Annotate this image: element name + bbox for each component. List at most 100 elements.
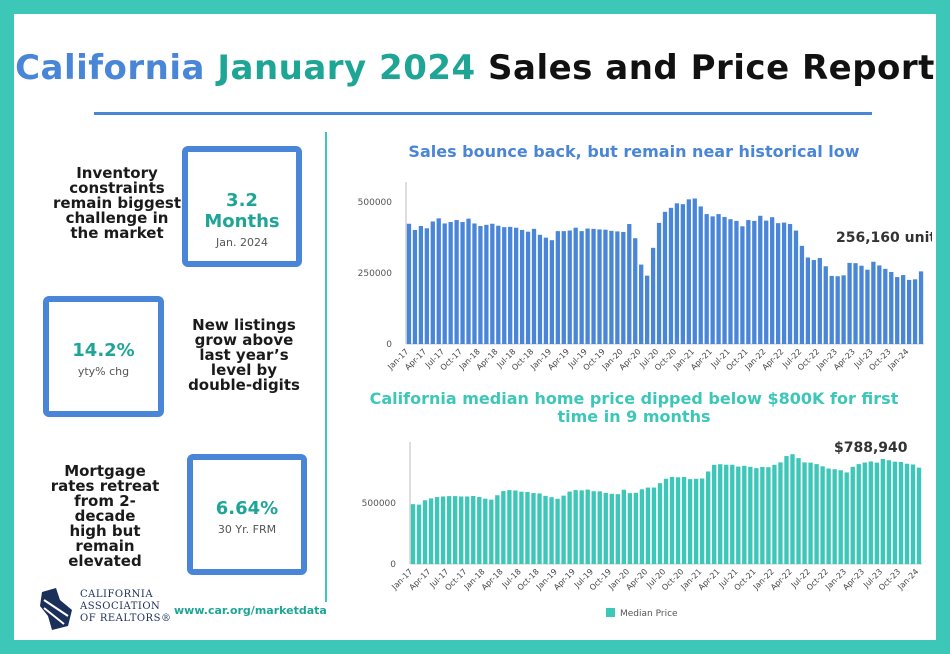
bar <box>829 275 834 344</box>
bar <box>754 468 759 564</box>
bar <box>453 496 458 564</box>
bar <box>674 203 680 344</box>
bar <box>621 489 627 564</box>
inventory-label: Jan. 2024 <box>216 236 268 249</box>
bar <box>910 464 916 564</box>
mortgage-value: 6.64% <box>215 498 279 519</box>
bar <box>823 266 828 344</box>
bar <box>416 504 422 564</box>
bar <box>841 275 846 344</box>
bar <box>502 227 507 344</box>
bar <box>567 230 572 344</box>
bar <box>591 491 596 564</box>
bar <box>478 226 483 344</box>
bar <box>705 471 711 564</box>
y-tick-label: 0 <box>386 340 392 350</box>
bar <box>459 496 464 564</box>
new-listings-value: 14.2% <box>72 340 135 361</box>
bar <box>748 466 753 564</box>
new-listings-text: New listings grow above last year’s level b… <box>188 316 300 394</box>
bar <box>692 198 697 344</box>
bar <box>573 490 578 564</box>
title-california: California <box>15 48 205 88</box>
bar <box>847 262 852 344</box>
bar <box>680 204 686 344</box>
bar <box>531 493 536 564</box>
bar <box>698 206 703 344</box>
legend-swatch <box>606 608 615 617</box>
y-tick-label: 500000 <box>358 198 393 208</box>
bar <box>531 228 537 344</box>
bar <box>489 499 494 564</box>
bar <box>874 462 879 564</box>
bar <box>724 464 729 564</box>
bar <box>730 464 735 564</box>
bar <box>549 240 555 344</box>
bar <box>585 489 590 564</box>
market-data-link[interactable]: www.car.org/marketdata <box>174 604 327 617</box>
bar <box>898 461 904 564</box>
bar <box>412 229 418 344</box>
bar <box>865 269 870 344</box>
bar <box>883 268 888 344</box>
bar <box>656 222 662 344</box>
bar <box>787 224 793 344</box>
bar <box>728 219 733 344</box>
bar <box>430 221 435 344</box>
annotation-label: $788,940 <box>834 440 908 456</box>
mortgage-label: 30 Yr. FRM <box>217 523 277 536</box>
bar <box>844 472 849 564</box>
price-chart-title: California median home price dipped belo… <box>369 389 899 426</box>
mortgage-box: 6.64% 30 Yr. FRM <box>187 454 307 575</box>
bar <box>669 476 675 564</box>
bar <box>472 223 477 344</box>
bar <box>826 468 831 564</box>
bar <box>799 245 805 344</box>
bar <box>483 498 488 564</box>
bar <box>477 496 482 564</box>
bar <box>886 460 892 564</box>
bar <box>418 226 424 344</box>
bar <box>543 237 549 344</box>
bar <box>681 477 687 564</box>
bar <box>543 495 548 564</box>
page-title: California January 2024 Sales and Price … <box>14 48 936 88</box>
bar <box>428 498 434 564</box>
sales-chart: 0250000500000Jan-17Apr-17Jul-17Oct-17Jan… <box>358 182 932 372</box>
bar <box>603 229 608 344</box>
bar <box>817 258 822 344</box>
bar <box>609 493 614 564</box>
bar <box>507 490 512 564</box>
y-tick-label: 250000 <box>358 269 393 279</box>
bar <box>718 464 723 564</box>
bar <box>699 478 705 564</box>
bar <box>537 234 543 344</box>
bar <box>519 491 524 564</box>
bar <box>639 489 645 564</box>
bar <box>514 227 519 344</box>
bar <box>645 487 651 564</box>
bar <box>555 498 560 564</box>
bar <box>686 199 691 344</box>
bar <box>770 217 775 344</box>
bar <box>442 223 447 344</box>
bar <box>454 220 459 344</box>
bar <box>508 226 513 344</box>
bar <box>901 275 906 344</box>
bar <box>918 271 924 344</box>
bar <box>644 275 650 344</box>
california-bear-flag-icon <box>40 588 72 630</box>
bar <box>633 238 638 344</box>
bar <box>484 224 489 344</box>
y-tick-label: 500000 <box>362 499 397 509</box>
bar <box>519 229 525 344</box>
bar <box>627 224 632 344</box>
bar <box>892 461 898 564</box>
bar <box>513 490 518 564</box>
bar <box>537 493 542 564</box>
bar <box>525 491 530 564</box>
bar <box>603 492 608 564</box>
bar <box>410 504 416 564</box>
bar <box>440 496 446 564</box>
bar <box>585 228 590 344</box>
